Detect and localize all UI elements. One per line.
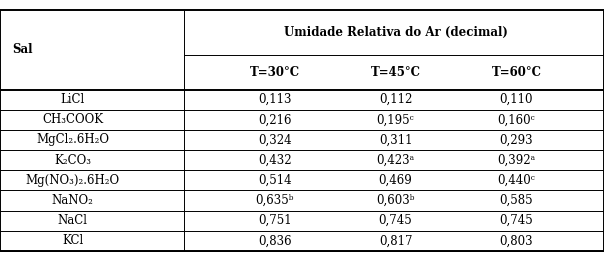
Text: 0,745: 0,745 [379, 214, 413, 227]
Text: NaCl: NaCl [57, 214, 88, 227]
Text: 0,423ᵃ: 0,423ᵃ [376, 154, 415, 167]
Text: 0,195ᶜ: 0,195ᶜ [377, 113, 414, 126]
Text: LiCl: LiCl [60, 93, 85, 106]
Text: 0,440ᶜ: 0,440ᶜ [498, 174, 535, 187]
Text: 0,113: 0,113 [258, 93, 292, 106]
Text: 0,392ᵃ: 0,392ᵃ [497, 154, 536, 167]
Text: MgCl₂.6H₂O: MgCl₂.6H₂O [36, 133, 109, 146]
Text: NaNO₂: NaNO₂ [51, 194, 94, 207]
Text: 0,836: 0,836 [258, 234, 292, 247]
Text: 0,603ᵇ: 0,603ᵇ [376, 194, 415, 207]
Text: 0,817: 0,817 [379, 234, 413, 247]
Text: 0,585: 0,585 [500, 194, 533, 207]
Text: 0,160ᶜ: 0,160ᶜ [498, 113, 535, 126]
Text: 0,514: 0,514 [258, 174, 292, 187]
Text: 0,432: 0,432 [258, 154, 292, 167]
Text: KCl: KCl [62, 234, 83, 247]
Text: T=60°C: T=60°C [492, 66, 541, 79]
Text: Umidade Relativa do Ar (decimal): Umidade Relativa do Ar (decimal) [284, 26, 507, 39]
Text: Sal: Sal [12, 44, 33, 56]
Text: Mg(NO₃)₂.6H₂O: Mg(NO₃)₂.6H₂O [25, 174, 120, 187]
Text: 0,745: 0,745 [500, 214, 533, 227]
Text: 0,112: 0,112 [379, 93, 413, 106]
Text: K₂CO₃: K₂CO₃ [54, 154, 91, 167]
Text: 0,324: 0,324 [258, 133, 292, 146]
Text: 0,635ᵇ: 0,635ᵇ [255, 194, 294, 207]
Text: 0,469: 0,469 [379, 174, 413, 187]
Text: 0,803: 0,803 [500, 234, 533, 247]
Text: 0,311: 0,311 [379, 133, 413, 146]
Text: 0,110: 0,110 [500, 93, 533, 106]
Text: CH₃COOK: CH₃COOK [42, 113, 103, 126]
Text: 0,751: 0,751 [258, 214, 292, 227]
Text: T=30°C: T=30°C [250, 66, 300, 79]
Text: T=45°C: T=45°C [371, 66, 420, 79]
Text: 0,293: 0,293 [500, 133, 533, 146]
Text: 0,216: 0,216 [258, 113, 292, 126]
